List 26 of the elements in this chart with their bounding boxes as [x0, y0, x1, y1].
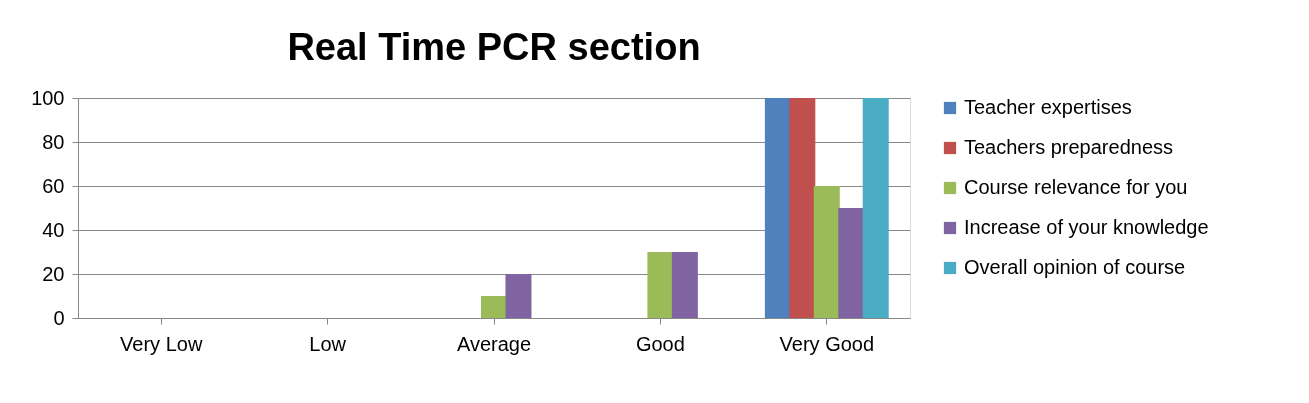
bar	[505, 274, 532, 318]
y-tick-label: 60	[42, 174, 65, 197]
x-tick-label: Good	[635, 332, 685, 355]
bar	[764, 98, 791, 318]
bar	[671, 252, 698, 318]
bar	[789, 98, 816, 318]
x-tick-label: Very Low	[120, 332, 203, 355]
bar	[813, 186, 840, 318]
legend-label: Overall opinion of course	[964, 256, 1186, 278]
bar	[862, 98, 889, 318]
y-tick-label: 20	[42, 262, 65, 285]
legend-label: Increase of your knowledge	[964, 216, 1209, 238]
y-tick-label: 0	[53, 306, 65, 329]
y-tick-label: 100	[31, 86, 65, 109]
y-tick-label: 80	[42, 130, 65, 153]
bar	[647, 252, 674, 318]
legend-label: Course relevance for you	[964, 176, 1188, 198]
x-tick-label: Average	[456, 332, 532, 355]
chart-title: Real Time PCR section	[287, 26, 701, 68]
x-tick-label: Very Good	[779, 332, 875, 355]
y-tick-label: 40	[42, 218, 65, 241]
bar	[838, 208, 865, 318]
bar	[481, 296, 507, 318]
x-tick-label: Low	[309, 332, 347, 355]
legend-label: Teacher expertises	[964, 96, 1132, 118]
legend-label: Teachers preparedness	[964, 136, 1174, 158]
